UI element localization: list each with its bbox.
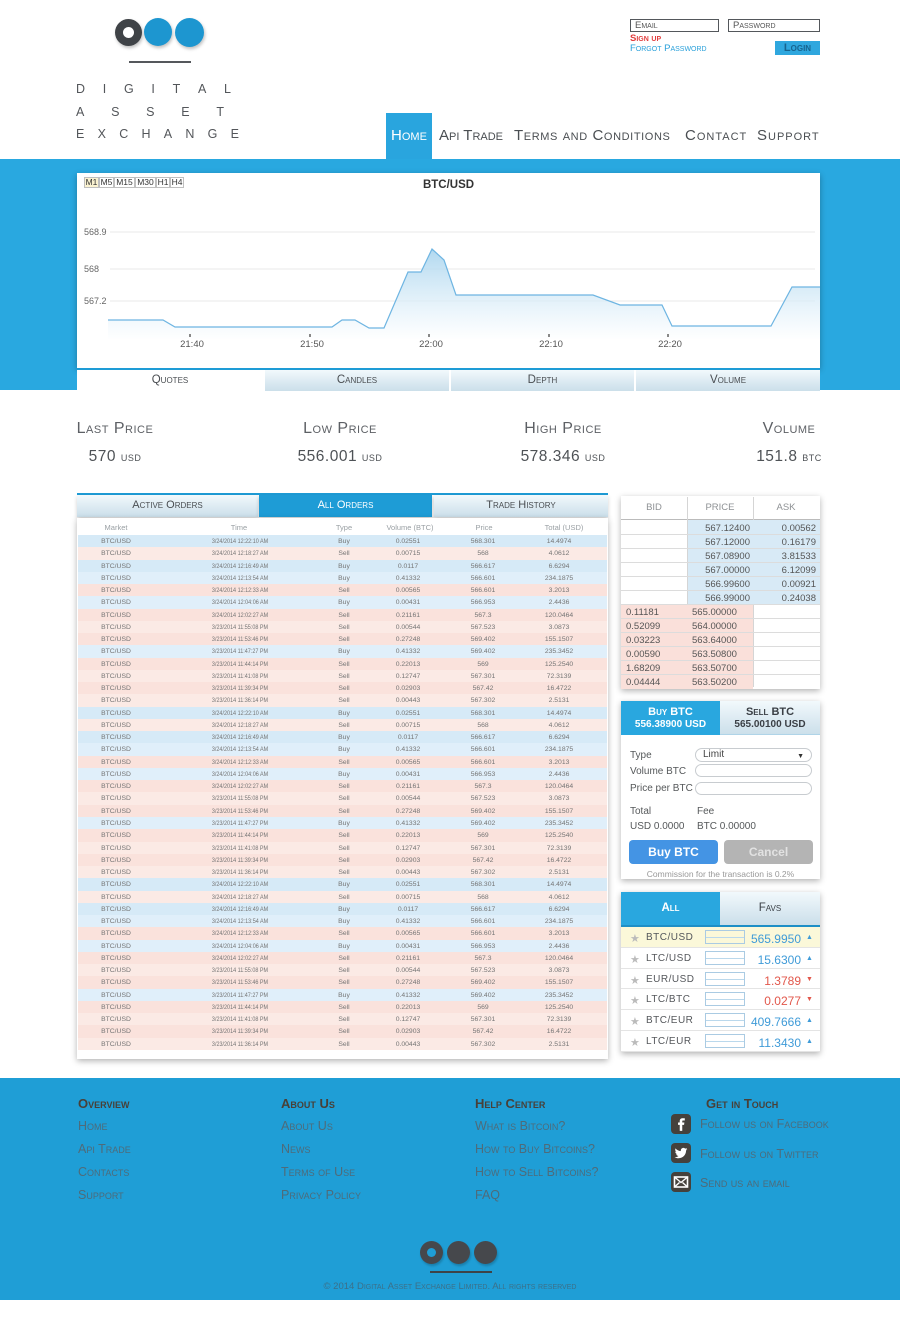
svg-text:568: 568 — [84, 264, 99, 274]
svg-text:21:40: 21:40 — [180, 339, 204, 350]
svg-text:567.2: 567.2 — [84, 296, 107, 306]
svg-text:568.9: 568.9 — [84, 227, 107, 237]
svg-text:22:00: 22:00 — [419, 339, 443, 350]
svg-text:22:10: 22:10 — [539, 339, 563, 350]
svg-text:21:50: 21:50 — [300, 339, 324, 350]
svg-text:22:20: 22:20 — [658, 339, 682, 350]
